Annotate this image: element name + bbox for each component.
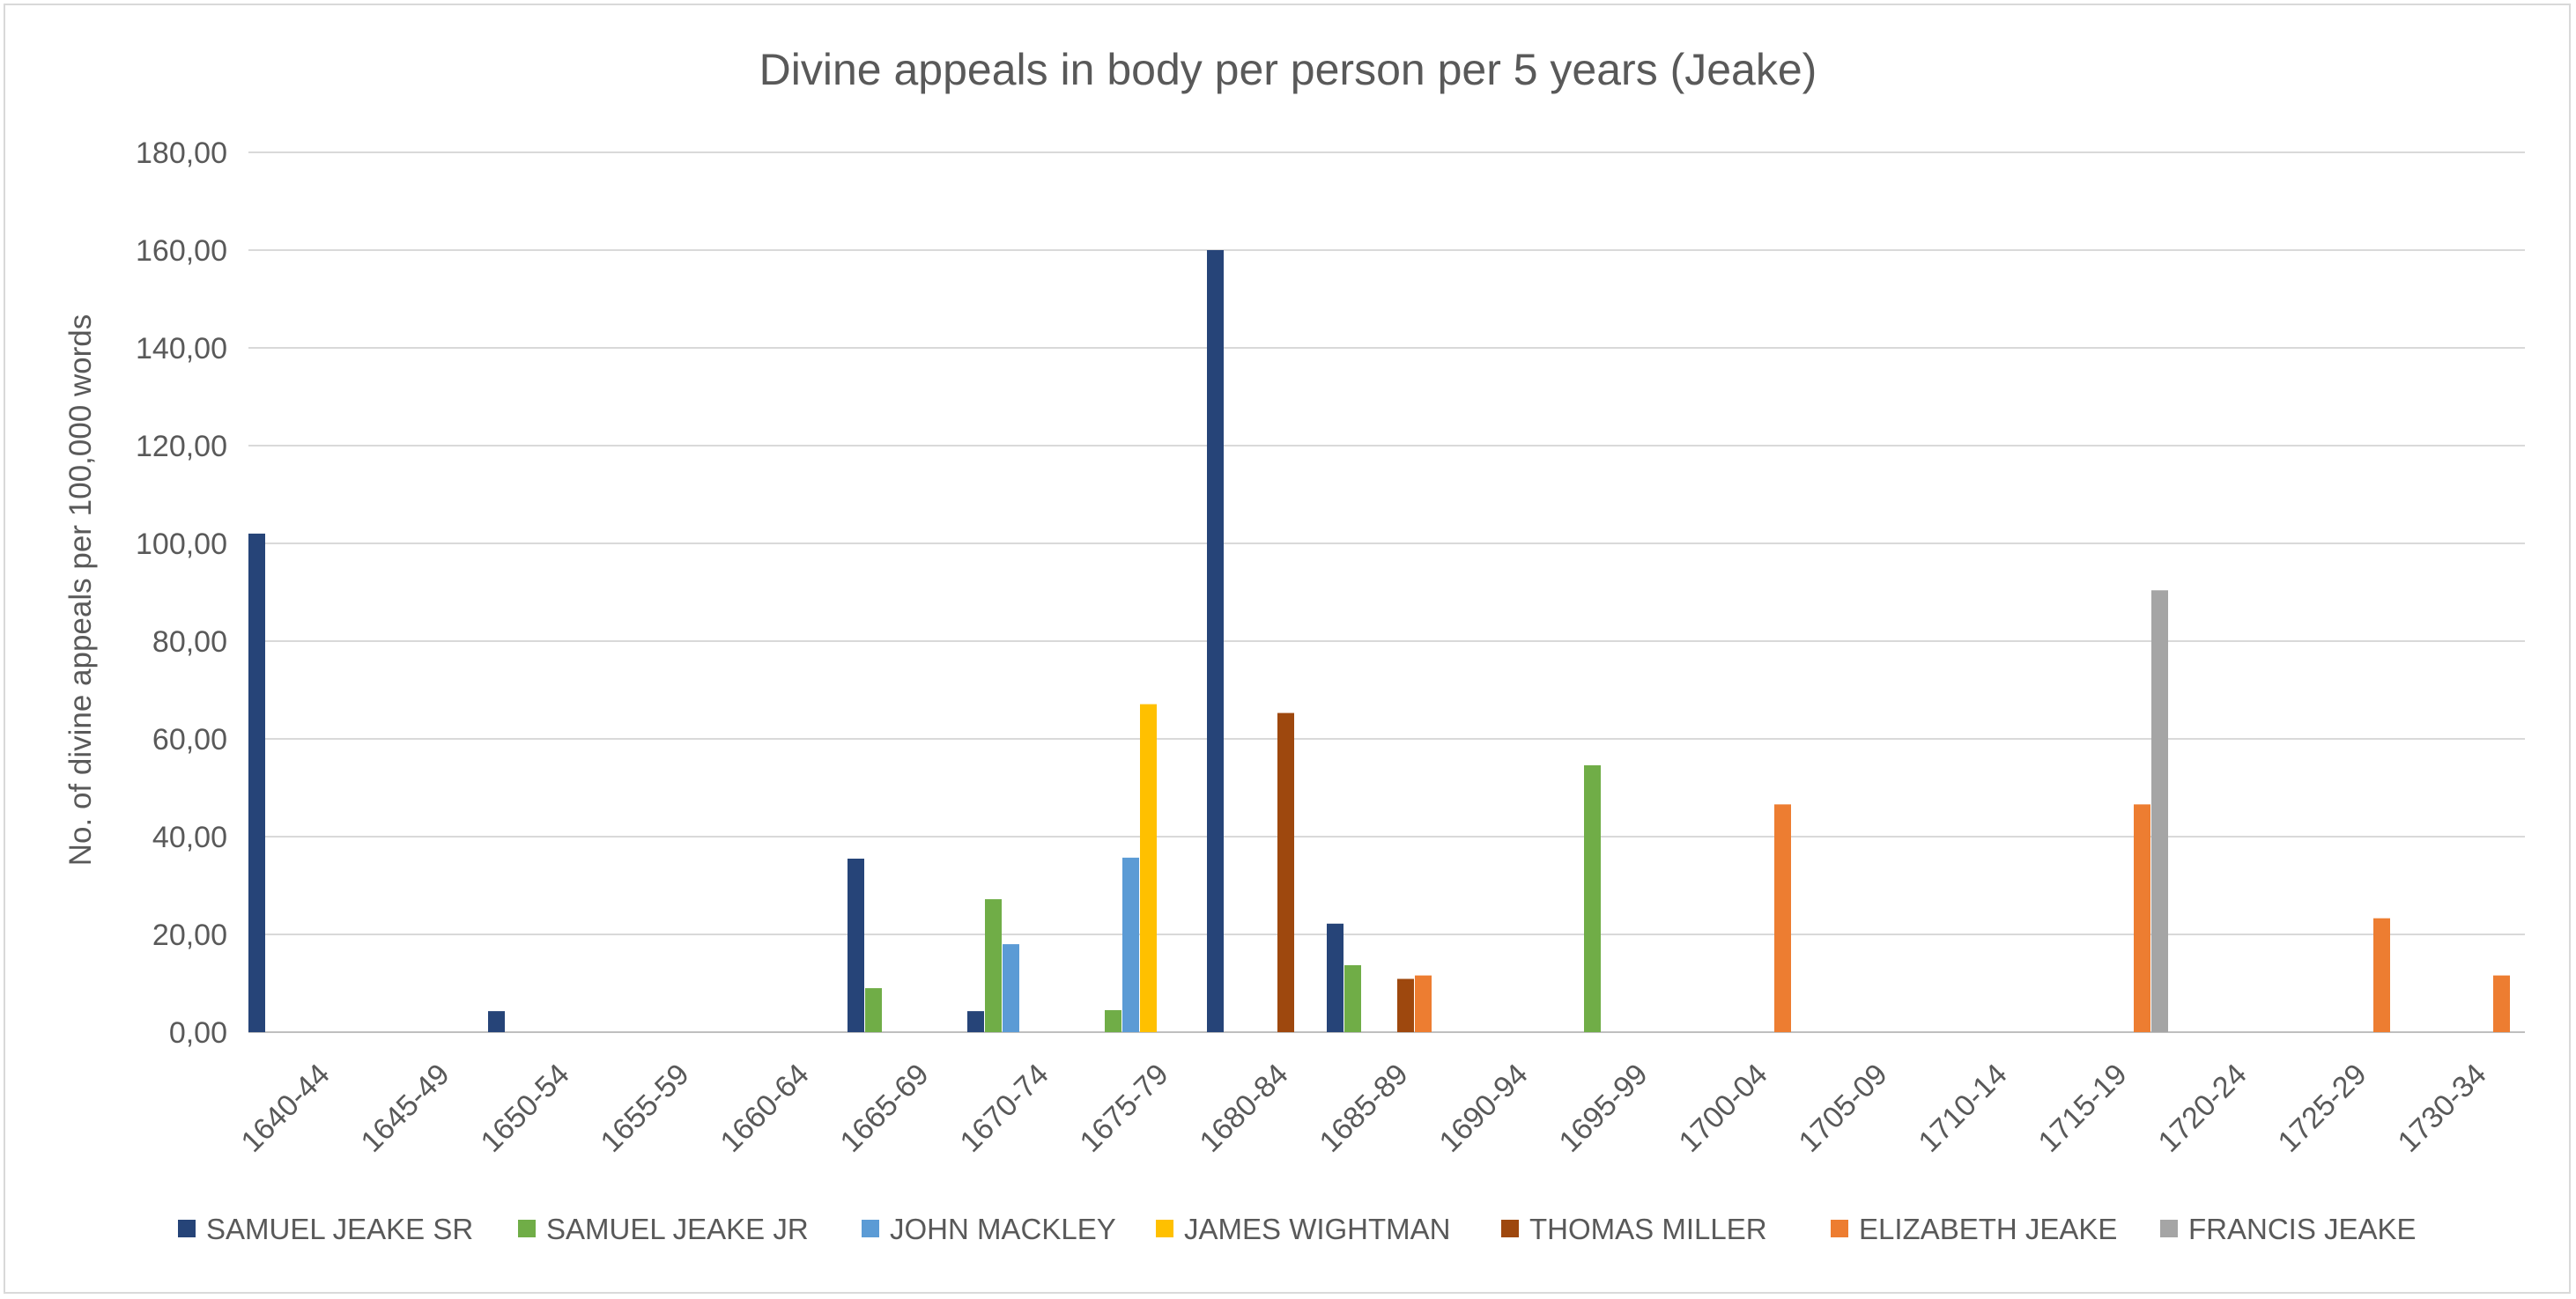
bar bbox=[1584, 764, 1601, 1032]
chart-frame bbox=[4, 4, 2571, 1294]
y-axis-ticks: 0,00 20,00 40,00 60,00 80,00 100,00 120,00 140,… bbox=[136, 137, 227, 1050]
x-tick-label: 1685-89 bbox=[1314, 1058, 1415, 1159]
legend-entry: SAMUEL JEAKE JR bbox=[546, 1213, 809, 1245]
x-tick-label: 1665-69 bbox=[834, 1058, 936, 1159]
legend-swatch bbox=[2160, 1220, 2178, 1237]
legend-entry: ELIZABETH JEAKE bbox=[1859, 1213, 2117, 1245]
legend-entry: JAMES WIGHTMAN bbox=[1184, 1213, 1451, 1245]
x-tick-label: 1710-14 bbox=[1913, 1058, 2014, 1159]
bar bbox=[967, 1011, 984, 1032]
legend-entry: FRANCIS JEAKE bbox=[2188, 1213, 2417, 1245]
y-tick-label: 160,00 bbox=[136, 234, 227, 268]
x-tick-label: 1730-34 bbox=[2392, 1058, 2493, 1159]
x-tick-label: 1680-84 bbox=[1194, 1058, 1295, 1159]
legend-entry: THOMAS MILLER bbox=[1529, 1213, 1767, 1245]
x-tick-label: 1690-94 bbox=[1433, 1058, 1535, 1159]
legend-swatch bbox=[1501, 1220, 1519, 1237]
bar bbox=[1140, 704, 1157, 1032]
bar bbox=[1003, 944, 1019, 1032]
bar bbox=[2134, 804, 2150, 1032]
bar bbox=[1397, 978, 1414, 1032]
y-tick-label: 60,00 bbox=[152, 723, 227, 757]
y-tick-label: 140,00 bbox=[136, 332, 227, 365]
x-tick-label: 1640-44 bbox=[235, 1058, 337, 1159]
bar bbox=[1105, 1010, 1121, 1032]
y-tick-label: 120,00 bbox=[136, 430, 227, 463]
bar bbox=[1327, 923, 1344, 1032]
x-tick-label: 1720-24 bbox=[2152, 1058, 2254, 1159]
legend-swatch bbox=[1156, 1220, 1173, 1237]
bar bbox=[985, 899, 1002, 1032]
x-tick-label: 1725-29 bbox=[2272, 1058, 2373, 1159]
legend-swatch bbox=[1831, 1220, 1848, 1237]
bar bbox=[2373, 918, 2390, 1032]
x-tick-label: 1670-74 bbox=[954, 1058, 1055, 1159]
legend-swatch bbox=[862, 1220, 879, 1237]
x-tick-label: 1645-49 bbox=[355, 1058, 456, 1159]
x-tick-label: 1660-64 bbox=[714, 1058, 816, 1159]
bars bbox=[248, 250, 2510, 1032]
x-tick-label: 1675-79 bbox=[1074, 1058, 1175, 1159]
x-tick-label: 1695-99 bbox=[1553, 1058, 1654, 1159]
x-tick-label: 1700-04 bbox=[1673, 1058, 1774, 1159]
bar bbox=[1207, 250, 1224, 1032]
legend-entry: SAMUEL JEAKE SR bbox=[206, 1213, 473, 1245]
bar bbox=[1277, 712, 1294, 1032]
bar bbox=[1774, 804, 1791, 1032]
bar bbox=[2493, 975, 2510, 1032]
y-axis-label: No. of divine appeals per 100,000 words bbox=[63, 314, 98, 867]
gridlines bbox=[248, 151, 2525, 1033]
y-tick-label: 40,00 bbox=[152, 821, 227, 854]
x-tick-label: 1655-59 bbox=[595, 1058, 696, 1159]
bar bbox=[2151, 590, 2168, 1032]
bar bbox=[248, 533, 265, 1032]
y-tick-label: 100,00 bbox=[136, 528, 227, 561]
bar bbox=[848, 858, 864, 1032]
x-tick-label: 1715-19 bbox=[2032, 1058, 2134, 1159]
legend-swatch bbox=[178, 1220, 196, 1237]
y-tick-label: 20,00 bbox=[152, 919, 227, 952]
legend-entry: JOHN MACKLEY bbox=[890, 1213, 1116, 1245]
chart-title: Divine appeals in body per person per 5 … bbox=[759, 45, 1817, 94]
y-tick-label: 80,00 bbox=[152, 625, 227, 659]
bar bbox=[865, 988, 882, 1032]
bar bbox=[488, 1011, 505, 1032]
legend: SAMUEL JEAKE SR SAMUEL JEAKE JR JOHN MACKL… bbox=[178, 1213, 2417, 1245]
legend-swatch bbox=[518, 1220, 536, 1237]
x-tick-label: 1650-54 bbox=[475, 1058, 576, 1159]
bar bbox=[1415, 975, 1432, 1032]
bar bbox=[1344, 964, 1361, 1032]
y-tick-label: 180,00 bbox=[136, 137, 227, 170]
bar bbox=[1122, 857, 1139, 1032]
y-tick-label: 0,00 bbox=[169, 1016, 227, 1050]
x-tick-label: 1705-09 bbox=[1793, 1058, 1894, 1159]
x-axis-ticks: 1640-44 1645-49 1650-54 1655-59 1660-64 1665-… bbox=[235, 1058, 2493, 1159]
